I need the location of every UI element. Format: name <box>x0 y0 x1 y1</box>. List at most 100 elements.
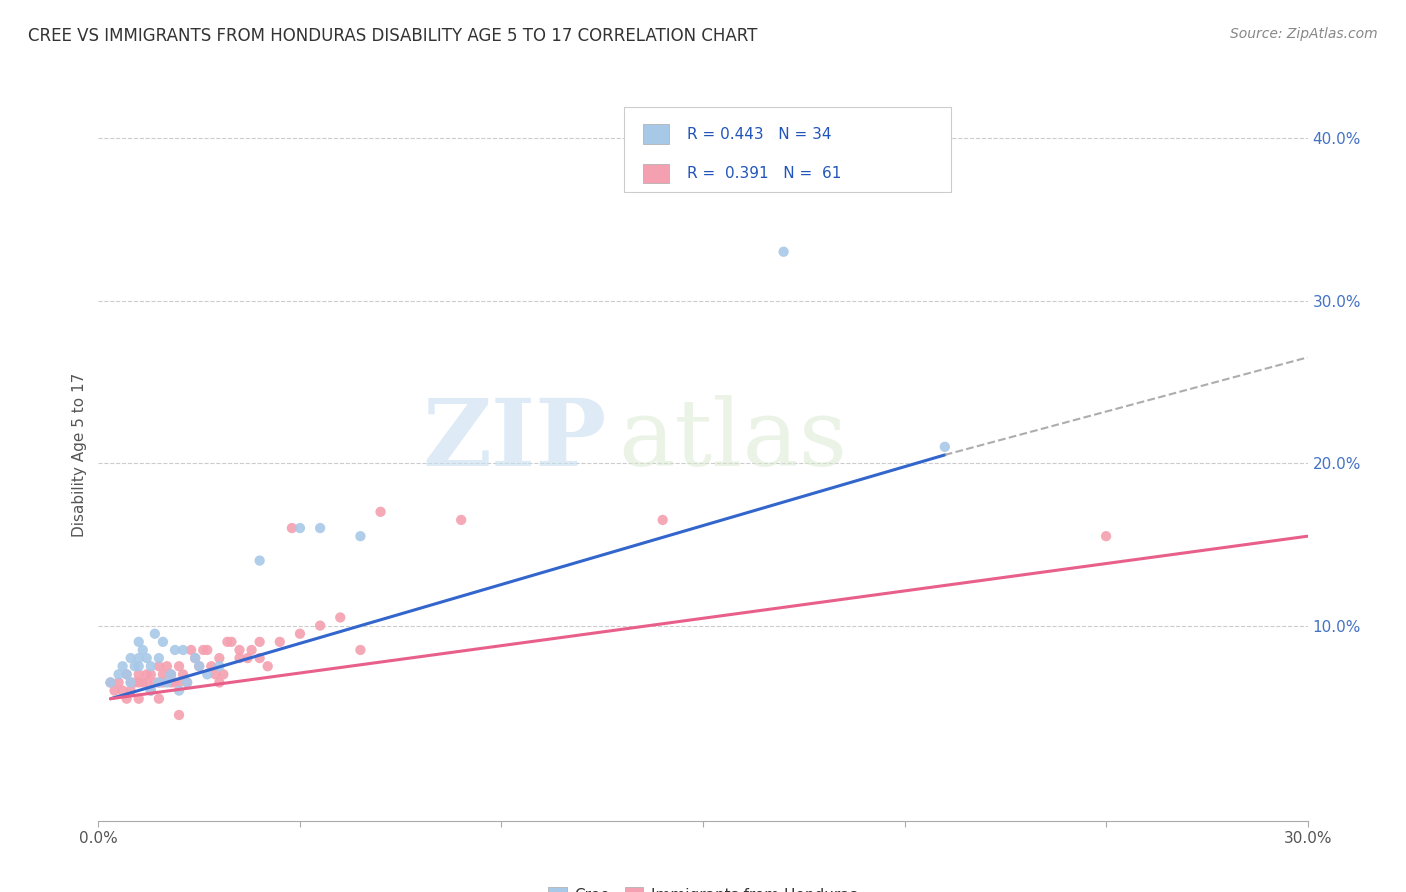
Point <box>120 675 142 690</box>
Point <box>176 675 198 690</box>
Point <box>128 659 150 673</box>
Point <box>115 691 138 706</box>
Point <box>124 659 146 673</box>
Point <box>124 675 146 690</box>
Point <box>208 659 231 673</box>
Point <box>651 513 673 527</box>
Point <box>148 675 170 690</box>
Point <box>288 626 311 640</box>
Text: R =  0.391   N =  61: R = 0.391 N = 61 <box>688 166 842 181</box>
Point <box>208 651 231 665</box>
Point <box>128 667 150 681</box>
Point <box>152 675 174 690</box>
Point <box>152 667 174 681</box>
Point <box>111 683 134 698</box>
Point <box>139 683 162 698</box>
Point <box>329 610 352 624</box>
Point <box>120 683 142 698</box>
Point <box>100 675 122 690</box>
FancyBboxPatch shape <box>643 164 669 183</box>
Point <box>152 635 174 649</box>
Text: R = 0.443   N = 34: R = 0.443 N = 34 <box>688 127 832 142</box>
Text: Source: ZipAtlas.com: Source: ZipAtlas.com <box>1230 27 1378 41</box>
Point <box>107 667 129 681</box>
Point <box>160 675 183 690</box>
Point <box>163 675 186 690</box>
Point <box>156 675 179 690</box>
Point <box>156 659 179 673</box>
Point <box>139 659 162 673</box>
Point <box>349 643 371 657</box>
Point <box>160 667 183 681</box>
Point <box>132 643 155 657</box>
Point <box>128 691 150 706</box>
Point <box>128 675 150 690</box>
Point <box>128 651 150 665</box>
Point <box>269 635 291 649</box>
Point <box>450 513 472 527</box>
Point <box>188 659 211 673</box>
Point <box>148 651 170 665</box>
Point <box>107 675 129 690</box>
Point <box>195 667 218 681</box>
Point <box>180 643 202 657</box>
FancyBboxPatch shape <box>643 124 669 144</box>
Point <box>172 667 194 681</box>
Point <box>148 675 170 690</box>
Point <box>128 635 150 649</box>
Point <box>772 244 794 259</box>
Point <box>228 643 250 657</box>
Point <box>281 521 304 535</box>
Y-axis label: Disability Age 5 to 17: Disability Age 5 to 17 <box>72 373 87 537</box>
Point <box>249 553 271 567</box>
Point <box>143 675 166 690</box>
Point <box>120 675 142 690</box>
Point <box>167 708 190 723</box>
Point <box>135 651 157 665</box>
Point <box>208 675 231 690</box>
Point <box>160 667 183 681</box>
Point <box>167 659 190 673</box>
Point <box>103 683 125 698</box>
Point <box>139 683 162 698</box>
Point <box>143 626 166 640</box>
Point <box>135 675 157 690</box>
Point <box>111 659 134 673</box>
Point <box>249 651 271 665</box>
Text: CREE VS IMMIGRANTS FROM HONDURAS DISABILITY AGE 5 TO 17 CORRELATION CHART: CREE VS IMMIGRANTS FROM HONDURAS DISABIL… <box>28 27 758 45</box>
Point <box>370 505 392 519</box>
Point <box>188 659 211 673</box>
Point <box>249 635 271 649</box>
Point <box>132 675 155 690</box>
Point <box>184 651 207 665</box>
Point <box>934 440 956 454</box>
Point <box>172 643 194 657</box>
Point <box>1095 529 1118 543</box>
Legend: Cree, Immigrants from Honduras: Cree, Immigrants from Honduras <box>541 880 865 892</box>
Point <box>167 683 190 698</box>
Point <box>100 675 122 690</box>
Point <box>148 659 170 673</box>
FancyBboxPatch shape <box>624 108 950 192</box>
Point <box>309 521 332 535</box>
Point <box>349 529 371 543</box>
Point <box>200 659 222 673</box>
Point <box>288 521 311 535</box>
Point <box>139 667 162 681</box>
Point <box>120 651 142 665</box>
Point <box>195 643 218 657</box>
Point <box>193 643 215 657</box>
Point <box>163 643 186 657</box>
Point <box>236 651 259 665</box>
Point <box>184 651 207 665</box>
Text: atlas: atlas <box>619 395 848 485</box>
Point <box>167 675 190 690</box>
Point <box>148 691 170 706</box>
Point <box>309 618 332 632</box>
Point <box>217 635 239 649</box>
Point <box>240 643 263 657</box>
Point <box>204 667 226 681</box>
Point <box>228 651 250 665</box>
Point <box>212 667 235 681</box>
Point <box>256 659 278 673</box>
